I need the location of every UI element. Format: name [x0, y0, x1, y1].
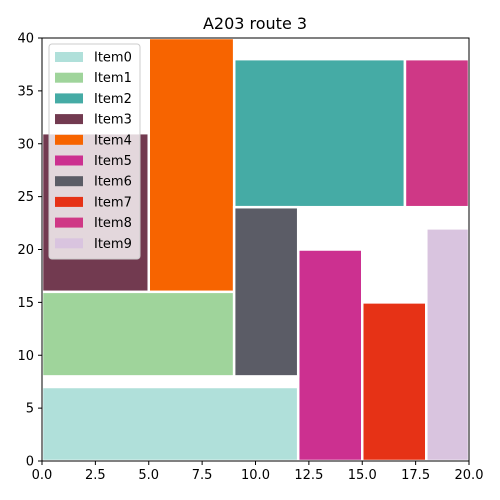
x-tick-label: 15.0: [348, 468, 377, 483]
treemap-rect-item9: [425, 227, 471, 463]
legend-label-item4: Item4: [94, 133, 132, 148]
legend-label-item7: Item7: [94, 195, 132, 210]
legend-swatch-item9: [55, 238, 83, 249]
treemap-rect-item8: [403, 57, 471, 209]
legend-swatch-item7: [55, 196, 83, 207]
x-tick-label: 0.0: [32, 468, 53, 483]
y-tick-label: 5: [26, 402, 34, 417]
treemap-rect-item6: [232, 205, 300, 378]
legend-label-item8: Item8: [94, 216, 132, 231]
x-tick-label: 10.0: [241, 468, 270, 483]
legend-swatch-item1: [55, 72, 83, 83]
x-tick-label: 17.5: [401, 468, 430, 483]
legend-label-item1: Item1: [94, 71, 132, 86]
legend-label-item5: Item5: [94, 154, 132, 169]
legend-label-item2: Item2: [94, 92, 132, 107]
y-tick-label: 0: [26, 455, 34, 470]
treemap-rect-item1: [40, 290, 236, 378]
y-tick-label: 10: [17, 349, 34, 364]
y-tick-label: 30: [17, 137, 34, 152]
y-tick-label: 35: [17, 84, 34, 99]
legend-swatch-item6: [55, 176, 83, 187]
x-tick-label: 5.0: [138, 468, 159, 483]
x-tick-label: 2.5: [85, 468, 106, 483]
y-tick-label: 20: [17, 243, 34, 258]
legend: Item0 Item1 Item2 Item3 Item4 Item5 Item6 Item7…: [48, 43, 141, 260]
treemap-rect-item2: [232, 57, 407, 209]
y-axis: 0 5 10 15 20 25 30 35 40: [17, 32, 42, 470]
legend-swatch-item8: [55, 217, 83, 228]
x-tick-label: 20.0: [455, 468, 484, 483]
y-tick-label: 25: [17, 190, 34, 205]
treemap-rect-item7: [361, 301, 428, 463]
legend-swatch-item3: [55, 114, 83, 125]
x-tick-label: 12.5: [294, 468, 323, 483]
legend-swatch-item4: [55, 134, 83, 145]
x-axis: 0.0 2.5 5.0 7.5 10.0 12.5 15.0 17.5 20.0: [32, 461, 484, 483]
chart-title: A203 route 3: [203, 14, 307, 33]
legend-swatch-item2: [55, 93, 83, 104]
treemap-rect-item0: [40, 385, 300, 463]
legend-label-item6: Item6: [94, 175, 132, 190]
x-tick-label: 7.5: [192, 468, 213, 483]
treemap-rect-item5: [296, 248, 364, 463]
legend-label-item0: Item0: [94, 51, 132, 66]
y-tick-label: 40: [17, 32, 34, 47]
legend-label-item9: Item9: [94, 237, 132, 252]
legend-swatch-item0: [55, 52, 83, 62]
treemap-rect-item4: [147, 36, 236, 294]
legend-label-item3: Item3: [94, 113, 132, 128]
y-tick-label: 15: [17, 296, 34, 311]
legend-swatch-item5: [55, 155, 83, 166]
